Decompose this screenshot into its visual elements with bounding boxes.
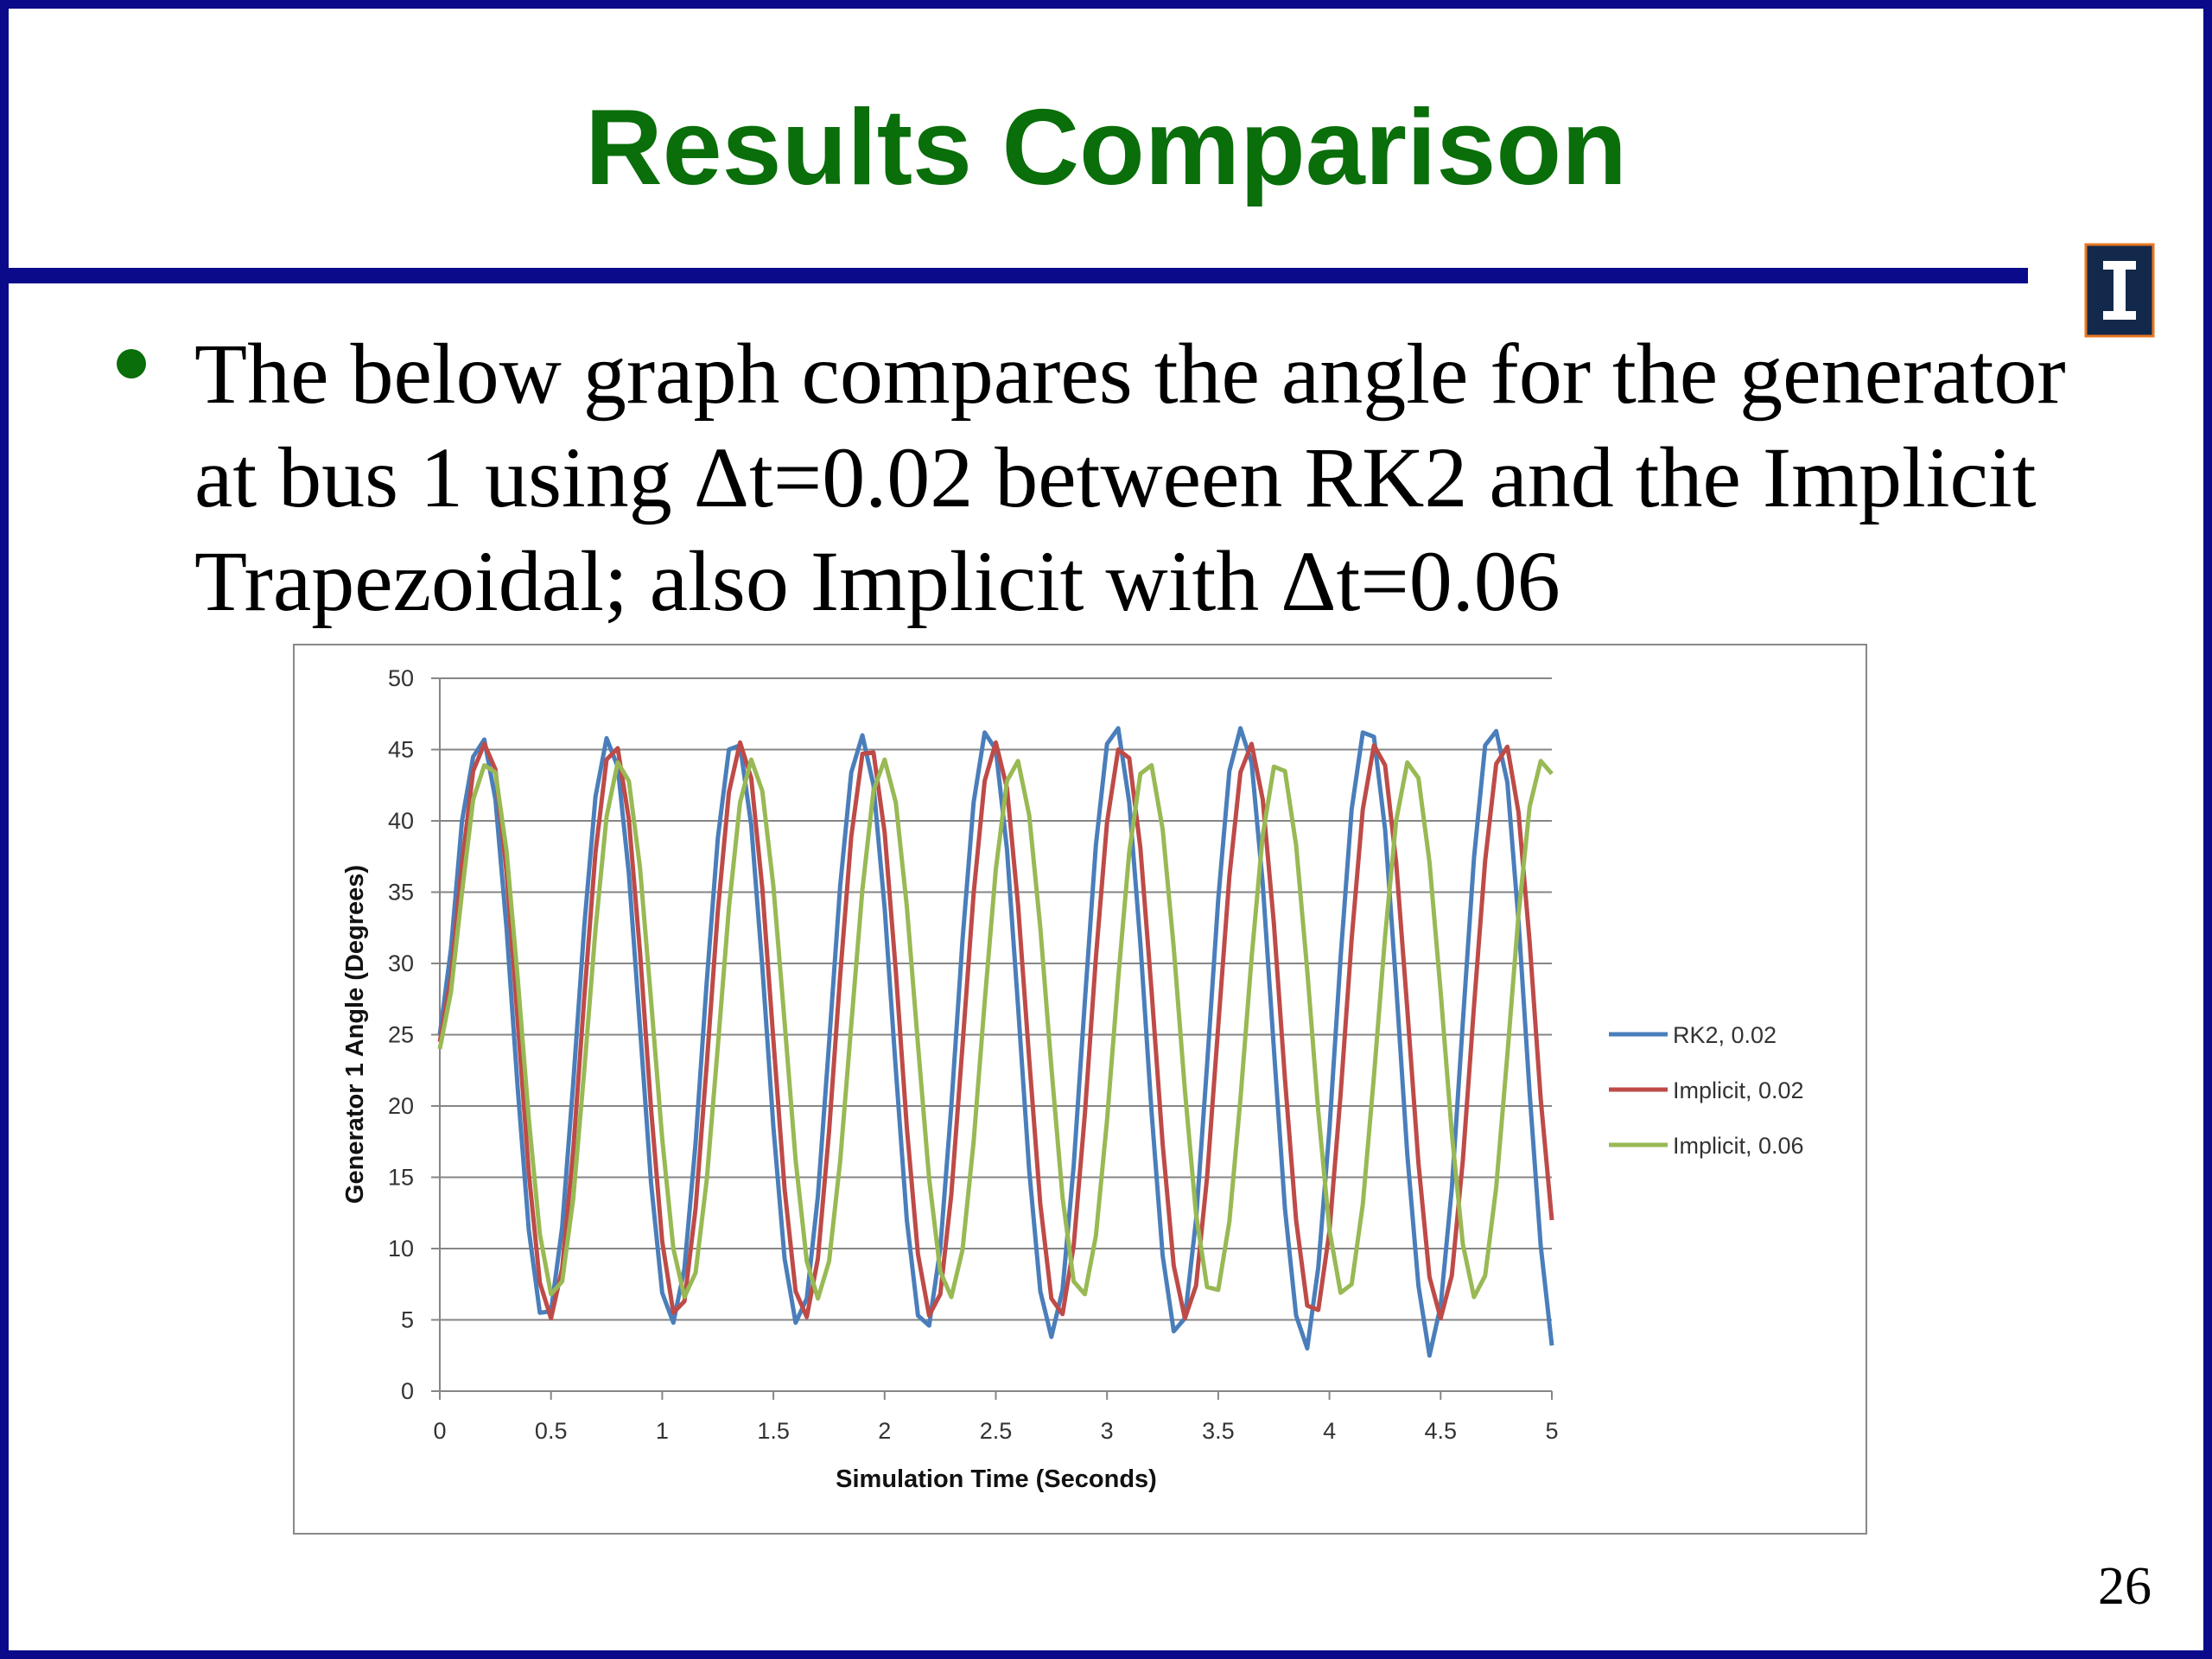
- y-tick-label: 50: [388, 665, 414, 691]
- bullet-line: The below graph compares the angle for t…: [194, 326, 2066, 422]
- y-axis-title: Generator 1 Angle (Degrees): [341, 865, 369, 1204]
- y-tick-label: 30: [388, 950, 414, 976]
- legend-label: Implicit, 0.02: [1673, 1077, 1804, 1103]
- title-rule: [0, 268, 2028, 283]
- x-tick-label: 0.5: [535, 1418, 568, 1444]
- x-tick-label: 1.5: [757, 1418, 790, 1444]
- x-tick-label: 5: [1545, 1418, 1558, 1444]
- series-line: [437, 740, 1554, 1321]
- x-tick-label: 3: [1101, 1418, 1114, 1444]
- x-axis-title: Simulation Time (Seconds): [836, 1465, 1157, 1493]
- series-line: [437, 757, 1554, 1301]
- y-tick-label: 35: [388, 880, 414, 906]
- logo: [2084, 243, 2155, 338]
- y-tick-label: 20: [388, 1093, 414, 1119]
- x-tick-label: 0: [433, 1418, 446, 1444]
- legend-label: RK2, 0.02: [1673, 1022, 1777, 1048]
- bullet-line: at bus 1 using Δt=0.02 between RK2 and t…: [194, 429, 2037, 525]
- bullet-dot: [117, 349, 146, 378]
- y-tick-label: 45: [388, 737, 414, 763]
- legend-label: Implicit, 0.06: [1673, 1133, 1804, 1159]
- x-tick-label: 2.5: [980, 1418, 1013, 1444]
- x-tick-label: 4.5: [1425, 1418, 1458, 1444]
- bullet-line: Trapezoidal; also Implicit with Δt=0.06: [194, 533, 1560, 629]
- x-tick-label: 3.5: [1202, 1418, 1235, 1444]
- page-number: 26: [2098, 1557, 2152, 1616]
- y-tick-label: 25: [388, 1022, 414, 1048]
- y-tick-label: 10: [388, 1236, 414, 1262]
- y-tick-label: 15: [388, 1165, 414, 1191]
- y-tick-label: 5: [401, 1307, 414, 1333]
- x-tick-label: 2: [878, 1418, 891, 1444]
- x-tick-label: 1: [656, 1418, 669, 1444]
- slide-title: Results Comparison: [585, 88, 1627, 207]
- y-tick-label: 40: [388, 808, 414, 834]
- y-tick-label: 0: [401, 1378, 414, 1404]
- x-tick-label: 4: [1323, 1418, 1336, 1444]
